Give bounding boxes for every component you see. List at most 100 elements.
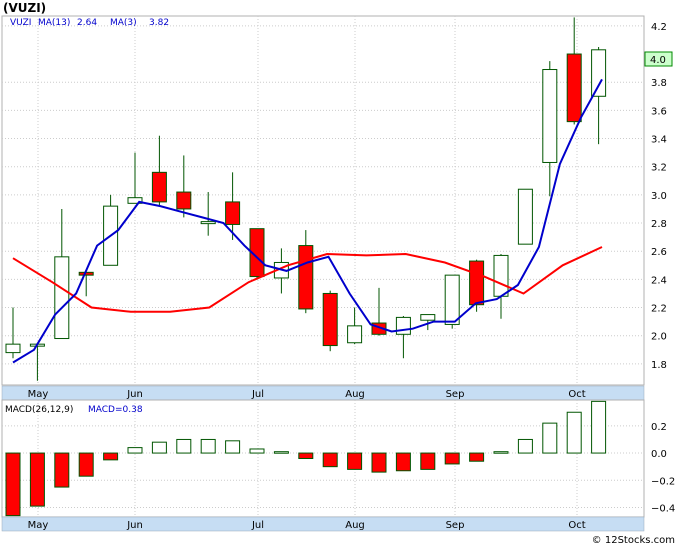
candle-body (444, 274, 460, 325)
macd-bar (29, 452, 45, 507)
month-label: Sep (446, 389, 465, 400)
candle (347, 307, 363, 345)
candle-body (5, 343, 21, 354)
candle (249, 228, 265, 280)
macd-bar (151, 441, 167, 454)
candle-body (151, 171, 167, 203)
candle-body (591, 49, 607, 97)
price-y-axis: 1.8 2.0 2.2 2.4 2.6 2.8 3.0 3.2 3.4 3.6 3.8 4.2 (651, 22, 667, 371)
macd-bar (420, 452, 436, 470)
macd-bar (591, 400, 607, 454)
price-tick-label: 2.6 (651, 247, 667, 258)
bottom-month-label: Sep (446, 520, 465, 531)
bottom-month-label: Jun (126, 520, 143, 531)
candle-body (542, 69, 558, 163)
candle (127, 152, 143, 204)
ma-legend: VUZI MA(13) 2.64 MA(3) 3.82 (10, 18, 169, 28)
candle-body (469, 260, 485, 306)
macd-tick-label: 0.0 (651, 449, 667, 460)
bottom-month-labels: May Jun Jul Aug Sep Oct (28, 520, 586, 531)
legend-ma3-value: 3.82 (149, 18, 169, 28)
candle (151, 135, 167, 207)
month-label: Jun (126, 389, 143, 400)
price-tick-label: 3.4 (651, 135, 667, 146)
macd-bar (298, 452, 314, 459)
macd-bar (127, 447, 143, 454)
macd-bar (444, 452, 460, 465)
candle-body (127, 197, 143, 204)
month-label: Aug (345, 389, 365, 400)
price-tick-label: 3.0 (651, 191, 667, 202)
candle-body (566, 53, 582, 123)
last-price-label: 4.0 (650, 55, 666, 66)
price-tick-label: 4.2 (651, 22, 667, 33)
bottom-month-label: May (28, 520, 49, 531)
bottom-month-axis-band: May Jun Jul Aug Sep Oct (1, 516, 645, 532)
macd-bar (54, 452, 70, 488)
price-tick-label: 3.2 (651, 163, 667, 174)
price-candles (5, 17, 607, 381)
candle-body (200, 221, 216, 225)
macd-bar (5, 452, 21, 517)
candle-body (249, 228, 265, 278)
candle-body (517, 188, 533, 245)
macd-panel: 0.2 0.0 −0.2 −0.4 MACD(26,12,9) MACD=0.38 (1, 399, 675, 518)
candle (322, 290, 338, 352)
macd-y-axis: 0.2 0.0 −0.2 −0.4 (651, 422, 675, 515)
macd-bar (176, 438, 192, 454)
macd-bar (347, 452, 363, 470)
watermark: © 12Stocks.com (592, 535, 675, 546)
candle-body (54, 256, 70, 340)
legend-ma13-label: MA(13) (38, 18, 70, 28)
last-price-tag: 4.0 (644, 51, 673, 67)
macd-bar (517, 438, 533, 454)
macd-bar (273, 451, 289, 454)
legend-symbol: VUZI (10, 18, 31, 28)
price-tick-label: 1.8 (651, 360, 667, 371)
candle (517, 188, 533, 245)
price-tick-label: 2.8 (651, 219, 667, 230)
candle (5, 307, 21, 359)
macd-bar (322, 452, 338, 468)
price-tick-label: 3.8 (651, 78, 667, 89)
ma13-line (12, 246, 603, 313)
ma3-line (12, 78, 603, 364)
legend-ma3-label: MA(3) (110, 18, 137, 28)
candle-body (420, 314, 436, 321)
macd-bars (5, 400, 607, 517)
macd-tick-label: −0.4 (651, 503, 675, 514)
macd-bar (200, 438, 216, 454)
macd-bar (78, 452, 94, 477)
price-tick-label: 3.6 (651, 106, 667, 117)
bottom-month-label: Aug (345, 520, 365, 531)
price-tick-label: 2.4 (651, 275, 667, 286)
month-label: Oct (568, 389, 585, 400)
price-tick-label: 2.2 (651, 304, 667, 315)
macd-tick-label: 0.2 (651, 422, 667, 433)
month-labels: May Jun Jul Aug Sep Oct (28, 389, 586, 400)
macd-bar (395, 452, 411, 472)
macd-bar (103, 452, 119, 461)
chart-title: (VUZI) (3, 1, 46, 15)
bottom-month-label: Oct (568, 520, 585, 531)
macd-params-label: MACD(26,12,9) (5, 405, 73, 415)
macd-tick-label: −0.2 (651, 476, 675, 487)
candle (200, 192, 216, 236)
candle-body (298, 245, 314, 310)
candle-body (347, 325, 363, 344)
candle (444, 274, 460, 329)
month-label: May (28, 389, 49, 400)
candle (591, 46, 607, 145)
macd-bar (493, 451, 509, 454)
candle (542, 61, 558, 197)
macd-bar (542, 422, 558, 454)
candle-body (493, 254, 509, 297)
candle (225, 172, 241, 240)
macd-bar (249, 448, 265, 454)
month-label: Jul (251, 389, 264, 400)
bottom-month-label: Jul (251, 520, 264, 531)
macd-bar (566, 411, 582, 454)
candle (566, 17, 582, 125)
macd-bar (469, 452, 485, 462)
